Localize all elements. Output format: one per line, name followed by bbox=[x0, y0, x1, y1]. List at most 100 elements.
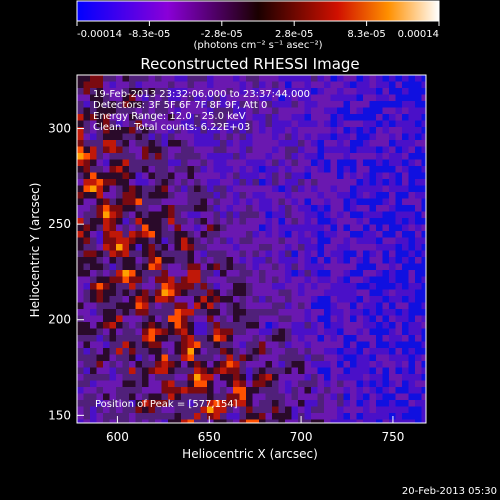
heatmap-cell bbox=[174, 218, 182, 225]
heatmap-cell bbox=[174, 413, 182, 420]
heatmap-cell bbox=[311, 140, 318, 147]
heatmap-cell bbox=[369, 120, 377, 128]
heatmap-cell bbox=[330, 244, 338, 251]
heatmap-cell bbox=[285, 172, 292, 180]
heatmap-cell bbox=[343, 257, 351, 264]
heatmap-cell bbox=[285, 296, 292, 303]
heatmap-cell bbox=[220, 374, 227, 381]
heatmap-cell bbox=[421, 380, 426, 388]
heatmap-cell bbox=[226, 211, 234, 219]
heatmap-cell bbox=[265, 75, 273, 82]
heatmap-cell bbox=[395, 374, 403, 381]
heatmap-cell bbox=[291, 289, 299, 297]
heatmap-cell bbox=[259, 172, 266, 180]
heatmap-cell bbox=[389, 179, 396, 186]
heatmap-cell bbox=[298, 120, 305, 128]
heatmap-cell bbox=[272, 348, 279, 355]
heatmap-cell bbox=[103, 133, 110, 141]
heatmap-cell bbox=[369, 328, 377, 336]
heatmap-cell bbox=[317, 270, 325, 277]
heatmap-cell bbox=[90, 348, 97, 355]
heatmap-cell bbox=[415, 380, 422, 388]
heatmap-cell bbox=[278, 322, 286, 329]
heatmap-cell bbox=[421, 309, 426, 316]
heatmap-cell bbox=[421, 140, 426, 147]
heatmap-cell bbox=[272, 283, 279, 290]
heatmap-cell bbox=[135, 380, 143, 388]
heatmap-cell bbox=[226, 406, 234, 414]
heatmap-cell bbox=[415, 387, 422, 394]
heatmap-cell bbox=[220, 367, 227, 375]
heatmap-cell bbox=[369, 153, 377, 160]
heatmap-cell bbox=[168, 205, 175, 212]
heatmap-cell bbox=[246, 328, 253, 336]
heatmap-cell bbox=[174, 367, 182, 375]
heatmap-cell bbox=[77, 211, 84, 219]
heatmap-cell bbox=[317, 198, 325, 206]
heatmap-cell bbox=[343, 270, 351, 277]
heatmap-cell bbox=[142, 159, 149, 167]
heatmap-cell bbox=[109, 198, 117, 206]
heatmap-cell bbox=[259, 283, 266, 290]
heatmap-cell bbox=[382, 231, 390, 238]
heatmap-cell bbox=[311, 257, 318, 264]
heatmap-cell bbox=[161, 198, 169, 206]
y-tick-label: 150 bbox=[48, 408, 71, 422]
heatmap-cell bbox=[291, 198, 299, 206]
heatmap-cell bbox=[194, 315, 201, 323]
heatmap-cell bbox=[389, 263, 396, 271]
heatmap-cell bbox=[109, 289, 117, 297]
heatmap-cell bbox=[233, 75, 240, 82]
heatmap-cell bbox=[382, 328, 390, 336]
heatmap-cell bbox=[291, 354, 299, 362]
heatmap-cell bbox=[337, 179, 344, 186]
heatmap-cell bbox=[207, 101, 214, 108]
heatmap-cell bbox=[272, 153, 279, 160]
heatmap-cell bbox=[369, 361, 377, 368]
heatmap-cell bbox=[103, 172, 110, 180]
heatmap-cell bbox=[272, 322, 279, 329]
heatmap-cell bbox=[285, 231, 292, 238]
heatmap-cell bbox=[369, 159, 377, 167]
heatmap-cell bbox=[382, 81, 390, 89]
heatmap-cell bbox=[239, 153, 247, 160]
heatmap-cell bbox=[382, 198, 390, 206]
heatmap-cell bbox=[311, 374, 318, 381]
heatmap-cell bbox=[298, 205, 305, 212]
heatmap-cell bbox=[330, 237, 338, 245]
heatmap-cell bbox=[395, 140, 403, 147]
heatmap-cell bbox=[298, 393, 305, 401]
heatmap-cell bbox=[142, 374, 149, 381]
heatmap-cell bbox=[272, 218, 279, 225]
heatmap-cell bbox=[187, 133, 195, 141]
heatmap-cell bbox=[356, 231, 364, 238]
heatmap-cell bbox=[337, 166, 344, 173]
heatmap-cell bbox=[337, 127, 344, 134]
heatmap-cell bbox=[389, 348, 396, 355]
heatmap-cell bbox=[311, 296, 318, 303]
heatmap-cell bbox=[96, 400, 104, 407]
heatmap-cell bbox=[382, 322, 390, 329]
heatmap-cell bbox=[343, 361, 351, 368]
heatmap-cell bbox=[324, 322, 331, 329]
heatmap-cell bbox=[142, 192, 149, 199]
heatmap-cell bbox=[226, 341, 234, 349]
heatmap-cell bbox=[408, 419, 416, 423]
heatmap-cell bbox=[272, 354, 279, 362]
heatmap-cell bbox=[148, 406, 156, 414]
heatmap-cell bbox=[168, 393, 175, 401]
heatmap-cell bbox=[356, 283, 364, 290]
heatmap-cell bbox=[122, 127, 130, 134]
heatmap-cell bbox=[174, 166, 182, 173]
heatmap-cell bbox=[213, 237, 221, 245]
heatmap-cell bbox=[116, 341, 123, 349]
heatmap-cell bbox=[148, 159, 156, 167]
heatmap-cell bbox=[272, 309, 279, 316]
heatmap-cell bbox=[194, 367, 201, 375]
heatmap-cell bbox=[343, 250, 351, 258]
heatmap-cell bbox=[330, 153, 338, 160]
heatmap-cell bbox=[116, 361, 123, 368]
footer-timestamp: 20-Feb-2013 05:30 bbox=[402, 486, 497, 497]
heatmap-cell bbox=[200, 88, 208, 95]
heatmap-cell bbox=[174, 354, 182, 362]
